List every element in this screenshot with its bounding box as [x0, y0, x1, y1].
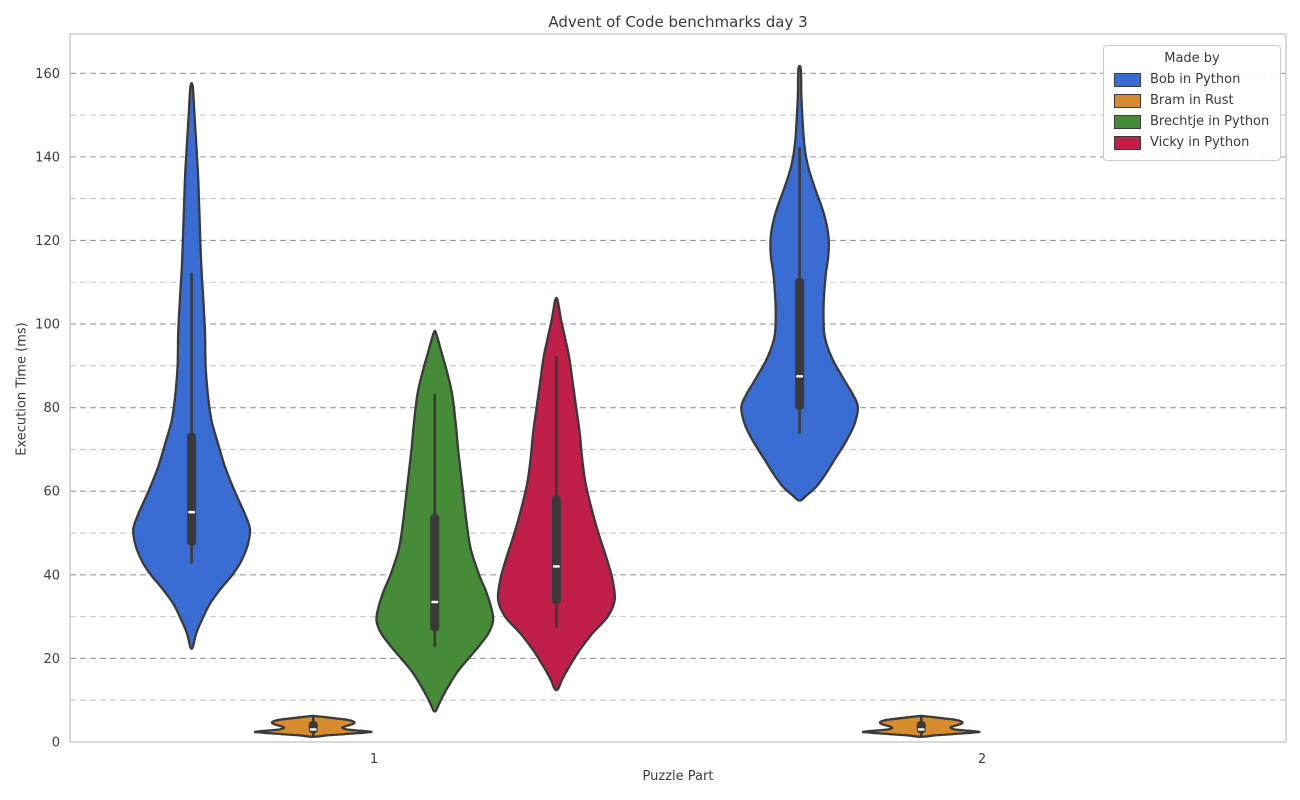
y-tick-label: 120: [35, 234, 60, 249]
y-tick-label: 40: [43, 568, 60, 583]
chart-title: Advent of Code benchmarks day 3: [548, 13, 808, 31]
iqr-box-bram-in-rust-part-1: [308, 721, 318, 734]
y-axis-label: Execution Time (ms): [14, 322, 30, 456]
legend-label: Bram in Rust: [1150, 93, 1234, 108]
legend-item: Bob in Python: [1114, 69, 1270, 90]
y-tick-label: 80: [43, 401, 60, 416]
iqr-box-bram-in-rust-part-2: [916, 721, 926, 734]
legend-swatch-blue: [1114, 72, 1141, 87]
legend: Made by Bob in Python Bram in Rust Brech…: [1103, 45, 1281, 161]
median-mark-bob-in-python-part-2: [796, 375, 804, 378]
legend-label: Brechtje in Python: [1150, 114, 1270, 129]
legend-label: Vicky in Python: [1150, 135, 1250, 150]
plot-border: [69, 33, 1287, 743]
legend-label: Bob in Python: [1150, 72, 1241, 87]
x-tick-label: 2: [978, 752, 986, 767]
legend-item: Brechtje in Python: [1114, 111, 1270, 132]
x-axis-label: Puzzle Part: [642, 769, 714, 784]
iqr-box-bob-in-python-part-2: [795, 278, 805, 410]
y-tick-label: 60: [43, 485, 60, 500]
y-tick-label: 20: [43, 652, 60, 667]
median-mark-vicky-in-python-part-1: [552, 565, 560, 568]
legend-swatch-orange: [1114, 93, 1141, 108]
median-mark-bram-in-rust-part-2: [917, 728, 925, 731]
legend-item: Bram in Rust: [1114, 90, 1270, 111]
median-mark-brechtje-in-python-part-1: [431, 600, 439, 604]
legend-item: Vicky in Python: [1114, 132, 1270, 153]
median-mark-bob-in-python-part-1: [188, 510, 196, 514]
legend-swatch-red: [1114, 135, 1141, 150]
y-tick-label: 140: [35, 150, 60, 165]
iqr-box-vicky-in-python-part-1: [551, 495, 561, 605]
iqr-box-bob-in-python-part-1: [187, 432, 197, 546]
y-tick-label: 160: [35, 67, 60, 82]
x-tick-label: 1: [370, 752, 378, 767]
iqr-box-brechtje-in-python-part-1: [430, 514, 440, 632]
legend-swatch-green: [1114, 114, 1141, 129]
legend-title: Made by: [1164, 51, 1220, 66]
y-tick-label: 0: [52, 736, 60, 751]
median-mark-bram-in-rust-part-1: [309, 728, 317, 731]
y-tick-label: 100: [35, 318, 60, 333]
